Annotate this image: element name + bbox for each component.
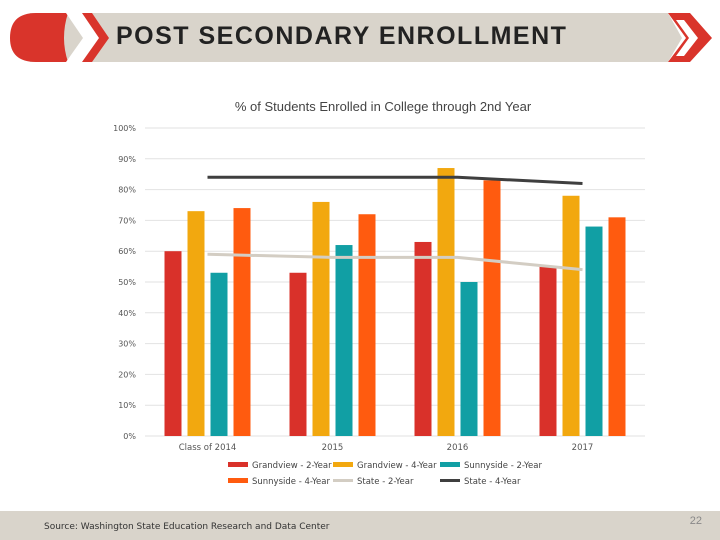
x-category-label-2016: 2016 (447, 443, 469, 453)
legend-label-sunnyside-4-year: Sunnyside - 4-Year (252, 477, 330, 487)
legend-swatch-grandview-2-year (228, 462, 248, 467)
legend-item-sunnyside-4-year: Sunnyside - 4-Year (228, 477, 330, 487)
bar-sunnyside-4-year-2015 (358, 214, 376, 436)
legend-swatch-grandview-4-year (333, 462, 353, 467)
legend-label-grandview-2-year: Grandview - 2-Year (252, 461, 332, 471)
y-tick-label-50: 50% (118, 278, 136, 287)
legend-item-state-2-year: State - 2-Year (333, 477, 414, 487)
x-category-label-class-of-2014: Class of 2014 (179, 443, 237, 453)
bar-grandview-4-year-2015 (312, 201, 330, 436)
legend: Grandview - 2-Year Grandview - 4-Year Sunn… (228, 461, 542, 487)
y-tick-label-80: 80% (118, 186, 136, 195)
line-state-4-year (207, 175, 583, 185)
banner-right-white-chevron (676, 20, 698, 56)
legend-swatch-sunnyside-2-year (440, 462, 460, 467)
legend-label-state-4-year: State - 4-Year (464, 477, 521, 487)
y-tick-label-40: 40% (118, 309, 136, 318)
grid-layer (145, 127, 645, 437)
legend-item-state-4-year: State - 4-Year (440, 477, 521, 487)
line-state-2-year (207, 252, 583, 272)
footer-bar: Source: Washington State Education Resea… (0, 511, 720, 540)
y-tick-label-70: 70% (118, 216, 136, 225)
bar-grandview-2-year-class-of-2014 (164, 251, 182, 436)
legend-item-grandview-2-year: Grandview - 2-Year (228, 461, 332, 471)
bar-grandview-4-year-2016 (437, 168, 455, 437)
legend-item-sunnyside-2-year: Sunnyside - 2-Year (440, 461, 542, 471)
line-layer (207, 175, 583, 272)
bar-grandview-2-year-2016 (414, 241, 432, 436)
x-category-label-2017: 2017 (572, 443, 594, 453)
banner-left-red-cap (10, 13, 68, 62)
axis-layer: 0% 10% 20% 30% 40% 50% 60% 70% 80% 90% 100% Class o… (113, 124, 593, 453)
bar-layer (164, 168, 626, 437)
legend-swatch-sunnyside-4-year (228, 478, 248, 483)
y-tick-label-0: 0% (123, 432, 136, 441)
y-tick-label-60: 60% (118, 247, 136, 256)
bar-grandview-4-year-class-of-2014 (187, 211, 205, 436)
chart-title: % of Students Enrolled in College throug… (235, 99, 532, 114)
legend-item-grandview-4-year: Grandview - 4-Year (333, 461, 437, 471)
title-banner-graphic (10, 13, 712, 62)
y-tick-label-30: 30% (118, 340, 136, 349)
bar-sunnyside-4-year-2017 (608, 217, 626, 436)
legend-label-state-2-year: State - 2-Year (357, 477, 414, 487)
x-category-label-2015: 2015 (322, 443, 344, 453)
y-tick-label-90: 90% (118, 155, 136, 164)
legend-label-sunnyside-2-year: Sunnyside - 2-Year (464, 461, 542, 471)
y-tick-label-10: 10% (118, 401, 136, 410)
bar-sunnyside-2-year-2017 (585, 226, 603, 436)
bar-sunnyside-2-year-2015 (335, 245, 353, 436)
bar-sunnyside-4-year-2016 (483, 180, 501, 436)
bar-grandview-2-year-2015 (289, 272, 307, 436)
bar-sunnyside-2-year-2016 (460, 282, 478, 436)
y-tick-label-100: 100% (113, 124, 136, 133)
title-banner: POST SECONDARY ENROLLMENT (0, 0, 720, 75)
page-number: 22 (689, 515, 702, 527)
bar-grandview-2-year-2017 (539, 266, 557, 436)
source-citation: Source: Washington State Education Resea… (44, 522, 330, 532)
bar-grandview-4-year-2017 (562, 195, 580, 436)
slide-title: POST SECONDARY ENROLLMENT (116, 22, 568, 50)
legend-label-grandview-4-year: Grandview - 4-Year (357, 461, 437, 471)
banner-background (30, 13, 682, 62)
banner-left-red-chevron (82, 13, 109, 62)
bar-sunnyside-4-year-class-of-2014 (233, 208, 251, 436)
y-tick-label-20: 20% (118, 370, 136, 379)
bar-sunnyside-2-year-class-of-2014 (210, 272, 228, 436)
